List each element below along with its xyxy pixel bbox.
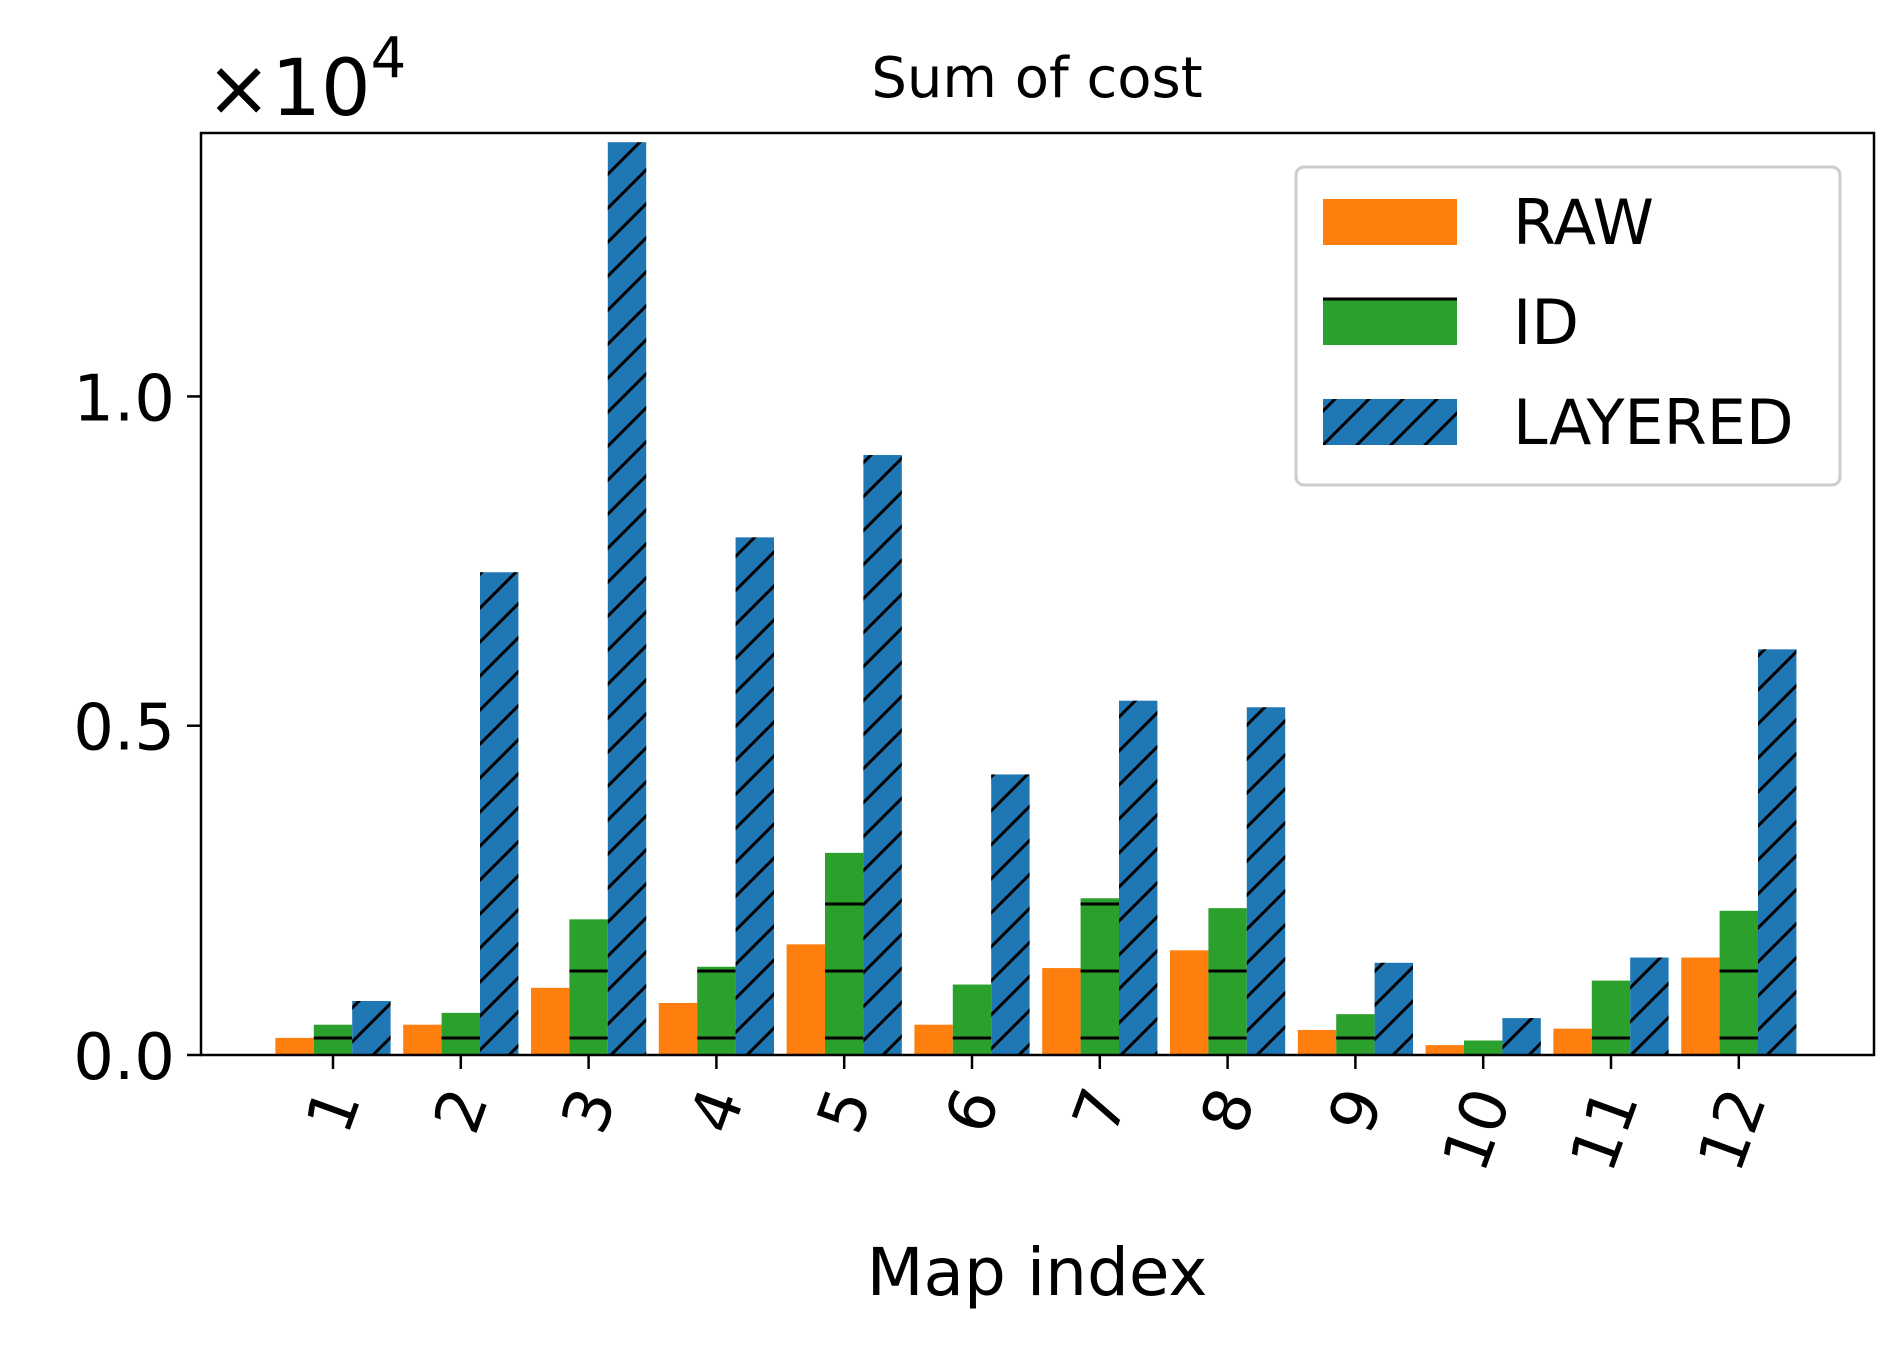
x-tick-label: 1 — [293, 1079, 376, 1143]
bar-hatch-layered-6 — [991, 774, 1030, 1055]
x-tick-label: 4 — [676, 1079, 759, 1143]
x-tick-label: 3 — [548, 1079, 631, 1143]
x-tick-label: 2 — [420, 1079, 503, 1143]
x-tick-label: 10 — [1429, 1079, 1526, 1181]
bar-hatch-id-10 — [1464, 1040, 1503, 1055]
bar-raw-2 — [403, 1024, 442, 1055]
bar-hatch-id-7 — [1080, 898, 1119, 1055]
bar-hatch-layered-9 — [1374, 962, 1413, 1055]
bar-raw-1 — [275, 1037, 314, 1055]
x-tick-label: 9 — [1315, 1079, 1398, 1143]
bar-hatch-id-9 — [1336, 1014, 1375, 1055]
bar-hatch-id-5 — [825, 852, 864, 1055]
x-axis: 1 2 3 4 5 6 7 8 9 10 11 12 — [293, 1055, 1782, 1181]
bar-raw-3 — [531, 987, 570, 1055]
bar-hatch-layered-11 — [1630, 957, 1669, 1055]
bar-hatch-id-6 — [952, 984, 992, 1055]
axis-scale-factor: ×104 — [206, 26, 406, 134]
bar-raw-12 — [1681, 957, 1720, 1055]
x-tick-label: 6 — [932, 1079, 1015, 1143]
x-tick-label: 11 — [1557, 1079, 1654, 1181]
y-tick-label: 0.5 — [73, 692, 175, 766]
y-tick-label: 1.0 — [73, 362, 175, 436]
chart-title: Sum of cost — [871, 46, 1202, 111]
legend-hatch-layered — [1323, 399, 1457, 445]
bars-layer — [275, 142, 1797, 1056]
bar-raw-7 — [1042, 968, 1081, 1055]
y-tick-label: 0.0 — [73, 1021, 175, 1095]
y-axis: 0.0 0.5 1.0 — [73, 362, 201, 1095]
bar-raw-10 — [1425, 1045, 1464, 1055]
bar-raw-4 — [658, 1002, 698, 1055]
legend-swatch-raw — [1323, 199, 1457, 245]
bar-raw-11 — [1553, 1028, 1592, 1055]
bar-hatch-layered-10 — [1502, 1018, 1541, 1055]
bar-hatch-layered-7 — [1119, 700, 1158, 1055]
bar-hatch-id-2 — [441, 1012, 480, 1055]
axis-scale-exponent: 4 — [371, 26, 407, 91]
bar-raw-9 — [1297, 1029, 1337, 1055]
legend-label-layered: LAYERED — [1513, 386, 1794, 459]
x-tick-label: 5 — [804, 1079, 887, 1143]
bar-hatch-id-4 — [697, 966, 736, 1055]
axis-scale-base: ×10 — [206, 44, 371, 134]
bar-hatch-layered-5 — [863, 455, 902, 1055]
legend-label-raw: RAW — [1513, 186, 1654, 259]
x-axis-label: Map index — [867, 1234, 1208, 1311]
bar-hatch-layered-12 — [1758, 649, 1797, 1055]
legend-items: RAW ID LAYERED — [1323, 186, 1794, 459]
x-tick-label: 7 — [1059, 1079, 1142, 1143]
x-tick-label: 12 — [1684, 1079, 1781, 1181]
bar-hatch-layered-3 — [607, 142, 647, 1056]
bar-raw-6 — [914, 1024, 953, 1055]
plot-frame — [199, 131, 1876, 1057]
legend: RAW ID LAYERED — [1294, 165, 1842, 487]
bar-hatch-layered-2 — [480, 572, 519, 1055]
bar-hatch-id-11 — [1591, 980, 1631, 1055]
bar-hatch-id-3 — [569, 919, 608, 1055]
bar-hatch-layered-8 — [1246, 707, 1286, 1055]
legend-label-id: ID — [1513, 286, 1579, 359]
bar-hatch-id-1 — [313, 1024, 353, 1055]
bar-hatch-layered-1 — [352, 1000, 391, 1055]
bar-hatch-layered-4 — [735, 537, 774, 1055]
x-tick-label: 8 — [1187, 1079, 1270, 1143]
bar-raw-5 — [786, 944, 825, 1055]
legend-swatch-id — [1323, 299, 1457, 345]
bar-raw-8 — [1170, 950, 1209, 1055]
bar-hatch-id-12 — [1719, 910, 1758, 1055]
bar-hatch-id-8 — [1208, 908, 1247, 1055]
